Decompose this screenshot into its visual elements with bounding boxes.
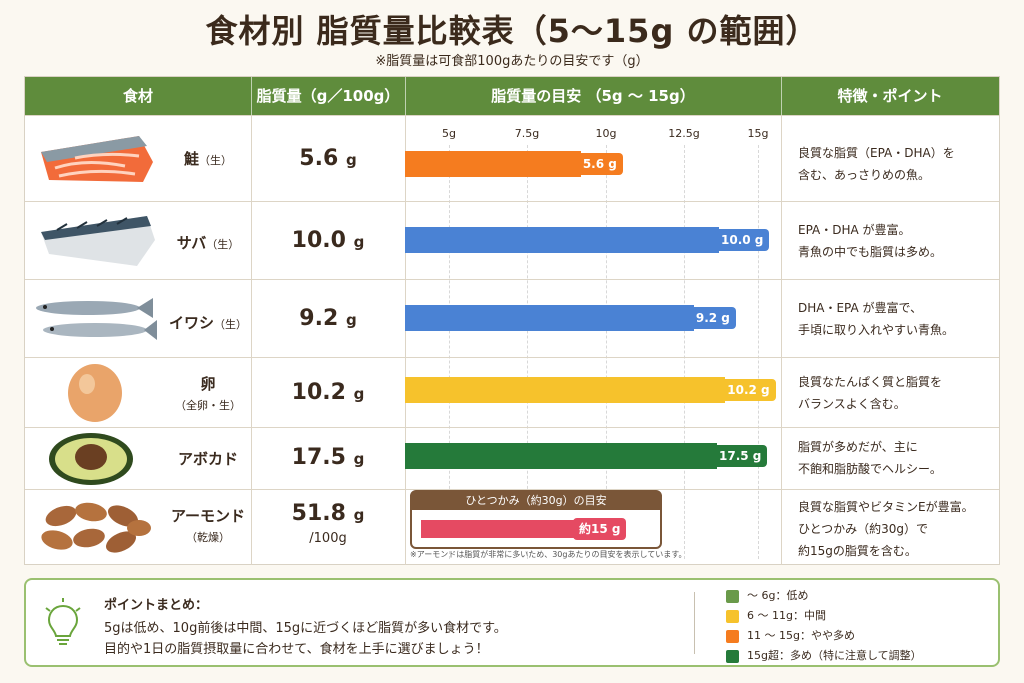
- fat-value-avocado: 17.5 g: [291, 445, 365, 470]
- sardine-image: [36, 298, 157, 340]
- header-food: 食材: [122, 87, 153, 105]
- table-row: アボカド 17.5 g 脂質が多めだが、主に 不飽和脂肪酸でヘルシー。: [25, 427, 999, 490]
- handful-title: ひとつかみ（約30g）の目安: [412, 492, 660, 510]
- food-name-sardine: イワシ（生）: [168, 314, 247, 332]
- summary-line-2: 目的や1日の脂質摂取量に合わせて、食材を上手に選びましょう！: [104, 642, 489, 657]
- header-features: 特徴・ポイント: [837, 87, 943, 105]
- bar-label-1: 10.0 g: [715, 229, 770, 251]
- bar-label-5: 約15 g: [573, 518, 627, 540]
- bar-2: [405, 305, 694, 331]
- summary-title: ポイントまとめ：: [104, 598, 209, 613]
- food-name-almond: アーモンド （乾燥）: [170, 507, 246, 544]
- almond-footnote: ※アーモンドは脂質が非常に多いため、30gあたりの目安を表示しています。: [410, 550, 687, 559]
- note-sardine: DHA・EPA が豊富で、 手頃に取り入れやすい青魚。: [798, 301, 955, 337]
- legend-item: ～ 6g：低め: [726, 588, 808, 604]
- bar-5: [421, 520, 577, 538]
- egg-image: [68, 364, 122, 422]
- table-row: サバ（生） 10.0 g EPA・DHA が豊富。 青魚の中でも脂質は多め。: [25, 201, 999, 280]
- header-fat-amount: 脂質量（g／100g）: [256, 87, 400, 105]
- bar-0: [405, 151, 581, 177]
- table-row: アーモンド （乾燥） 51.8 g/100g 良質な脂質やビタミンEが豊富。 ひとつ…: [25, 489, 999, 566]
- header-fat-guide: 脂質量の目安 （5g ～ 15g）: [491, 87, 695, 105]
- fat-value-salmon: 5.6 g: [299, 146, 357, 171]
- tick-15: 15g: [747, 127, 769, 140]
- note-mackerel: EPA・DHA が豊富。 青魚の中でも脂質は多め。: [798, 223, 943, 259]
- almond-image: [41, 502, 151, 553]
- note-egg: 良質なたんぱく質と脂質を バランスよく含む。: [798, 375, 943, 411]
- table-header: 食材 脂質量（g／100g） 脂質量の目安 （5g ～ 15g） 特徴・ポイント: [25, 77, 999, 115]
- fat-value-almond: 51.8 g/100g: [291, 501, 365, 547]
- salmon-image: [41, 136, 153, 182]
- tick-7-5: 7.5g: [514, 127, 540, 140]
- food-name-egg: 卵（全卵・生）: [175, 375, 241, 412]
- bar-1: [405, 227, 719, 253]
- summary-box: ポイントまとめ： 5gは低め、10g前後は中間、15gに近づくほど脂質が多い食材…: [24, 578, 1000, 667]
- note-avocado: 脂質が多めだが、主に 不飽和脂肪酸でヘルシー。: [798, 440, 942, 476]
- legend-item: 11 ～ 15g：やや多め: [726, 628, 855, 644]
- bar-label-4: 17.5 g: [713, 445, 768, 467]
- bar-label-3: 10.2 g: [721, 379, 776, 401]
- bar-3: [405, 377, 726, 403]
- mackerel-image: [41, 216, 155, 266]
- summary-line-1: 5gは低め、10g前後は中間、15gに近づくほど脂質が多い食材です。: [104, 621, 507, 636]
- fat-comparison-table: 食材 脂質量（g／100g） 脂質量の目安 （5g ～ 15g） 特徴・ポイント…: [24, 76, 1000, 565]
- food-name-salmon: 鮭（生）: [183, 150, 232, 168]
- bar-label-0: 5.6 g: [576, 153, 623, 175]
- fat-value-egg: 10.2 g: [291, 380, 365, 405]
- tick-5: 5g: [442, 127, 456, 140]
- avocado-image: [49, 433, 133, 485]
- table-row: 卵（全卵・生） 10.2 g 良質なたんぱく質と脂質を バランスよく含む。: [25, 357, 999, 428]
- note-almond: 良質な脂質やビタミンEが豊富。 ひとつかみ（約30g）で 約15gの脂質を含む。: [798, 500, 974, 558]
- lightbulb-icon: [45, 598, 81, 645]
- table-row: イワシ（生） 9.2 g DHA・EPA が豊富で、 手頃に取り入れやすい青魚。: [25, 279, 999, 358]
- food-name-avocado: アボカド: [177, 450, 238, 468]
- page-title: 食材別 脂質量比較表（5～15g の範囲）: [205, 12, 819, 50]
- fat-value-mackerel: 10.0 g: [291, 228, 365, 253]
- tick-10: 10g: [595, 127, 617, 140]
- tick-12-5: 12.5g: [668, 127, 700, 140]
- table-row: 鮭（生） 5.6 g 良質な脂質（EPA・DHA）を 含む、あっさりめの魚。: [25, 115, 999, 202]
- bar-label-2: 9.2 g: [689, 307, 736, 329]
- fat-value-sardine: 9.2 g: [299, 306, 357, 331]
- page-subtitle: ※脂質量は可食部100gあたりの目安です（g）: [375, 54, 649, 69]
- legend-item: 15g超：多め（特に注意して調整）: [726, 648, 922, 664]
- food-name-mackerel: サバ（生）: [176, 234, 240, 252]
- bar-4: [405, 443, 717, 469]
- legend-item: 6 ～ 11g：中間: [726, 608, 826, 624]
- note-salmon: 良質な脂質（EPA・DHA）を 含む、あっさりめの魚。: [798, 146, 955, 182]
